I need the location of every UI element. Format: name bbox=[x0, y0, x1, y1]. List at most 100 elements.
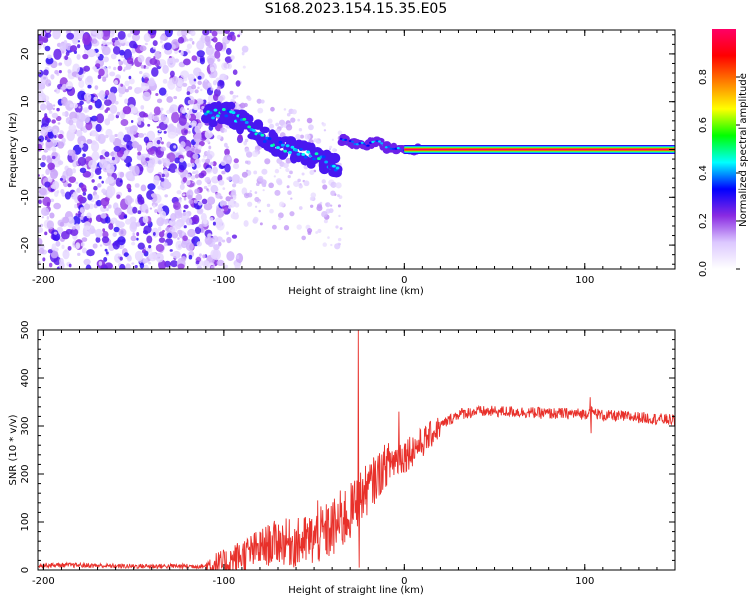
spectrogram-cell bbox=[56, 157, 60, 161]
spectrogram-ridge-core bbox=[314, 152, 319, 156]
spectrogram-cell bbox=[159, 35, 166, 41]
spectrogram-ridge-core bbox=[351, 140, 355, 143]
spectrogram-cell bbox=[46, 139, 51, 143]
spectrogram-cell bbox=[157, 132, 161, 136]
spectrogram-cell bbox=[194, 89, 199, 94]
spectrogram-cell bbox=[185, 217, 193, 226]
spectrogram-cell bbox=[124, 218, 132, 225]
spectrogram-cell bbox=[52, 146, 57, 153]
spectrogram-cell bbox=[216, 30, 225, 35]
spectrogram-cell bbox=[143, 33, 151, 43]
spectrogram-cell bbox=[95, 63, 101, 68]
spectrogram-cell bbox=[303, 180, 310, 187]
spectrogram-cell bbox=[126, 183, 132, 190]
spectrogram-cell bbox=[217, 95, 224, 102]
spectrogram-cell bbox=[185, 242, 194, 252]
snr-line bbox=[38, 330, 675, 570]
spectrogram-cell bbox=[105, 216, 111, 224]
spectrogram-cell bbox=[322, 242, 328, 247]
spectrogram-cell bbox=[167, 168, 171, 172]
spectrogram-cell bbox=[110, 53, 117, 60]
spectrogram-ridge-core bbox=[244, 120, 249, 124]
spectrogram-cell bbox=[331, 138, 334, 141]
spectrogram-cell bbox=[43, 69, 49, 76]
spectrogram-ridge-core bbox=[283, 149, 288, 153]
spectrogram-cell bbox=[337, 194, 340, 197]
spectrogram-cell bbox=[118, 228, 127, 237]
spectrogram-cell bbox=[198, 140, 205, 147]
spectrogram-cell bbox=[198, 224, 204, 229]
spectrogram-cell bbox=[135, 221, 141, 227]
snr-frame bbox=[37, 329, 676, 571]
spectrogram-cell bbox=[207, 149, 210, 152]
colorbar: 0.0 0.2 0.4 0.6 0.8 Normalized spectral ampl… bbox=[698, 29, 749, 277]
spectrogram-cell bbox=[49, 168, 58, 180]
spectrogram-cell bbox=[221, 239, 226, 243]
spectrogram-cell bbox=[41, 216, 44, 219]
spectrogram-cell bbox=[119, 179, 123, 183]
spectrogram-cell bbox=[180, 255, 187, 262]
spectrogram-cell bbox=[163, 181, 172, 188]
spectrogram-cell bbox=[104, 109, 108, 114]
spectrogram-cell bbox=[93, 194, 100, 200]
spectrogram-cell bbox=[185, 113, 192, 120]
spectrogram-cell bbox=[91, 179, 95, 183]
y-tick-label: 10 bbox=[20, 95, 31, 108]
spectrogram-cell bbox=[244, 147, 250, 153]
spectrogram-ridge-core bbox=[353, 142, 357, 146]
spectrogram-cell bbox=[38, 260, 41, 264]
spectrogram-cell bbox=[202, 260, 210, 269]
spectrogram-cell bbox=[96, 113, 105, 124]
spectrogram-cell bbox=[188, 199, 194, 205]
spectrogram-cell bbox=[68, 123, 77, 133]
spectrogram-cell bbox=[157, 226, 162, 231]
spectrogram-cell bbox=[124, 80, 130, 87]
spectrogram-cell bbox=[59, 130, 64, 134]
spectrogram-cell bbox=[286, 112, 291, 117]
spectrogram-cell bbox=[195, 148, 201, 154]
spectrogram-cell bbox=[149, 58, 158, 66]
spectrogram-ridge-core bbox=[252, 128, 256, 132]
spectrogram-cell bbox=[130, 120, 134, 123]
y-tick-label: -10 bbox=[20, 189, 31, 205]
y-tick-label: 400 bbox=[20, 368, 31, 387]
snr-x-ticks: -200 -100 0 100 bbox=[32, 330, 676, 587]
spectrogram-cell bbox=[114, 100, 119, 105]
spectrogram-cell bbox=[137, 242, 145, 250]
spectrogram-cell bbox=[195, 132, 202, 139]
spectrogram-cell bbox=[197, 86, 200, 90]
spectrogram-cell bbox=[238, 104, 242, 107]
spectrogram-cell bbox=[55, 240, 61, 247]
spectrogram-cell bbox=[195, 71, 200, 77]
spectrogram-cell bbox=[187, 130, 191, 134]
spectrogram-cell bbox=[187, 108, 190, 111]
spectrogram-cell bbox=[241, 51, 245, 56]
spectrogram-ridge-core bbox=[321, 155, 326, 159]
spectrogram-cell bbox=[86, 212, 92, 219]
spectrogram-cell bbox=[76, 73, 80, 78]
spectrogram-cell bbox=[97, 133, 106, 144]
spectrogram-cell bbox=[192, 104, 198, 111]
spectrogram-cell bbox=[45, 117, 51, 124]
spectrogram-cell bbox=[170, 260, 178, 268]
spectrogram-cell bbox=[191, 216, 199, 222]
spectrogram-cell bbox=[206, 188, 209, 191]
spectrogram-cell bbox=[45, 140, 54, 148]
spectrogram-cell bbox=[313, 138, 318, 143]
spectrogram-cell bbox=[145, 230, 148, 235]
spectrogram-cell bbox=[261, 168, 268, 175]
spectrogram-cell bbox=[90, 115, 98, 122]
spectrogram-cell bbox=[112, 46, 121, 55]
spectrogram-cell bbox=[175, 221, 182, 230]
spectrogram-cell bbox=[222, 200, 228, 206]
spectrogram-cell bbox=[189, 37, 193, 42]
spectrogram-cell bbox=[128, 75, 132, 80]
spectrogram-cell bbox=[102, 76, 107, 82]
spectrogram-cell bbox=[301, 235, 306, 241]
spectrogram-cell bbox=[156, 98, 163, 104]
spectrogram-cell bbox=[317, 228, 322, 234]
spectrogram-cell bbox=[128, 78, 135, 85]
spectrogram-cell bbox=[225, 47, 232, 55]
spectrogram-cell bbox=[186, 43, 193, 50]
spectrogram-cell bbox=[123, 252, 129, 257]
